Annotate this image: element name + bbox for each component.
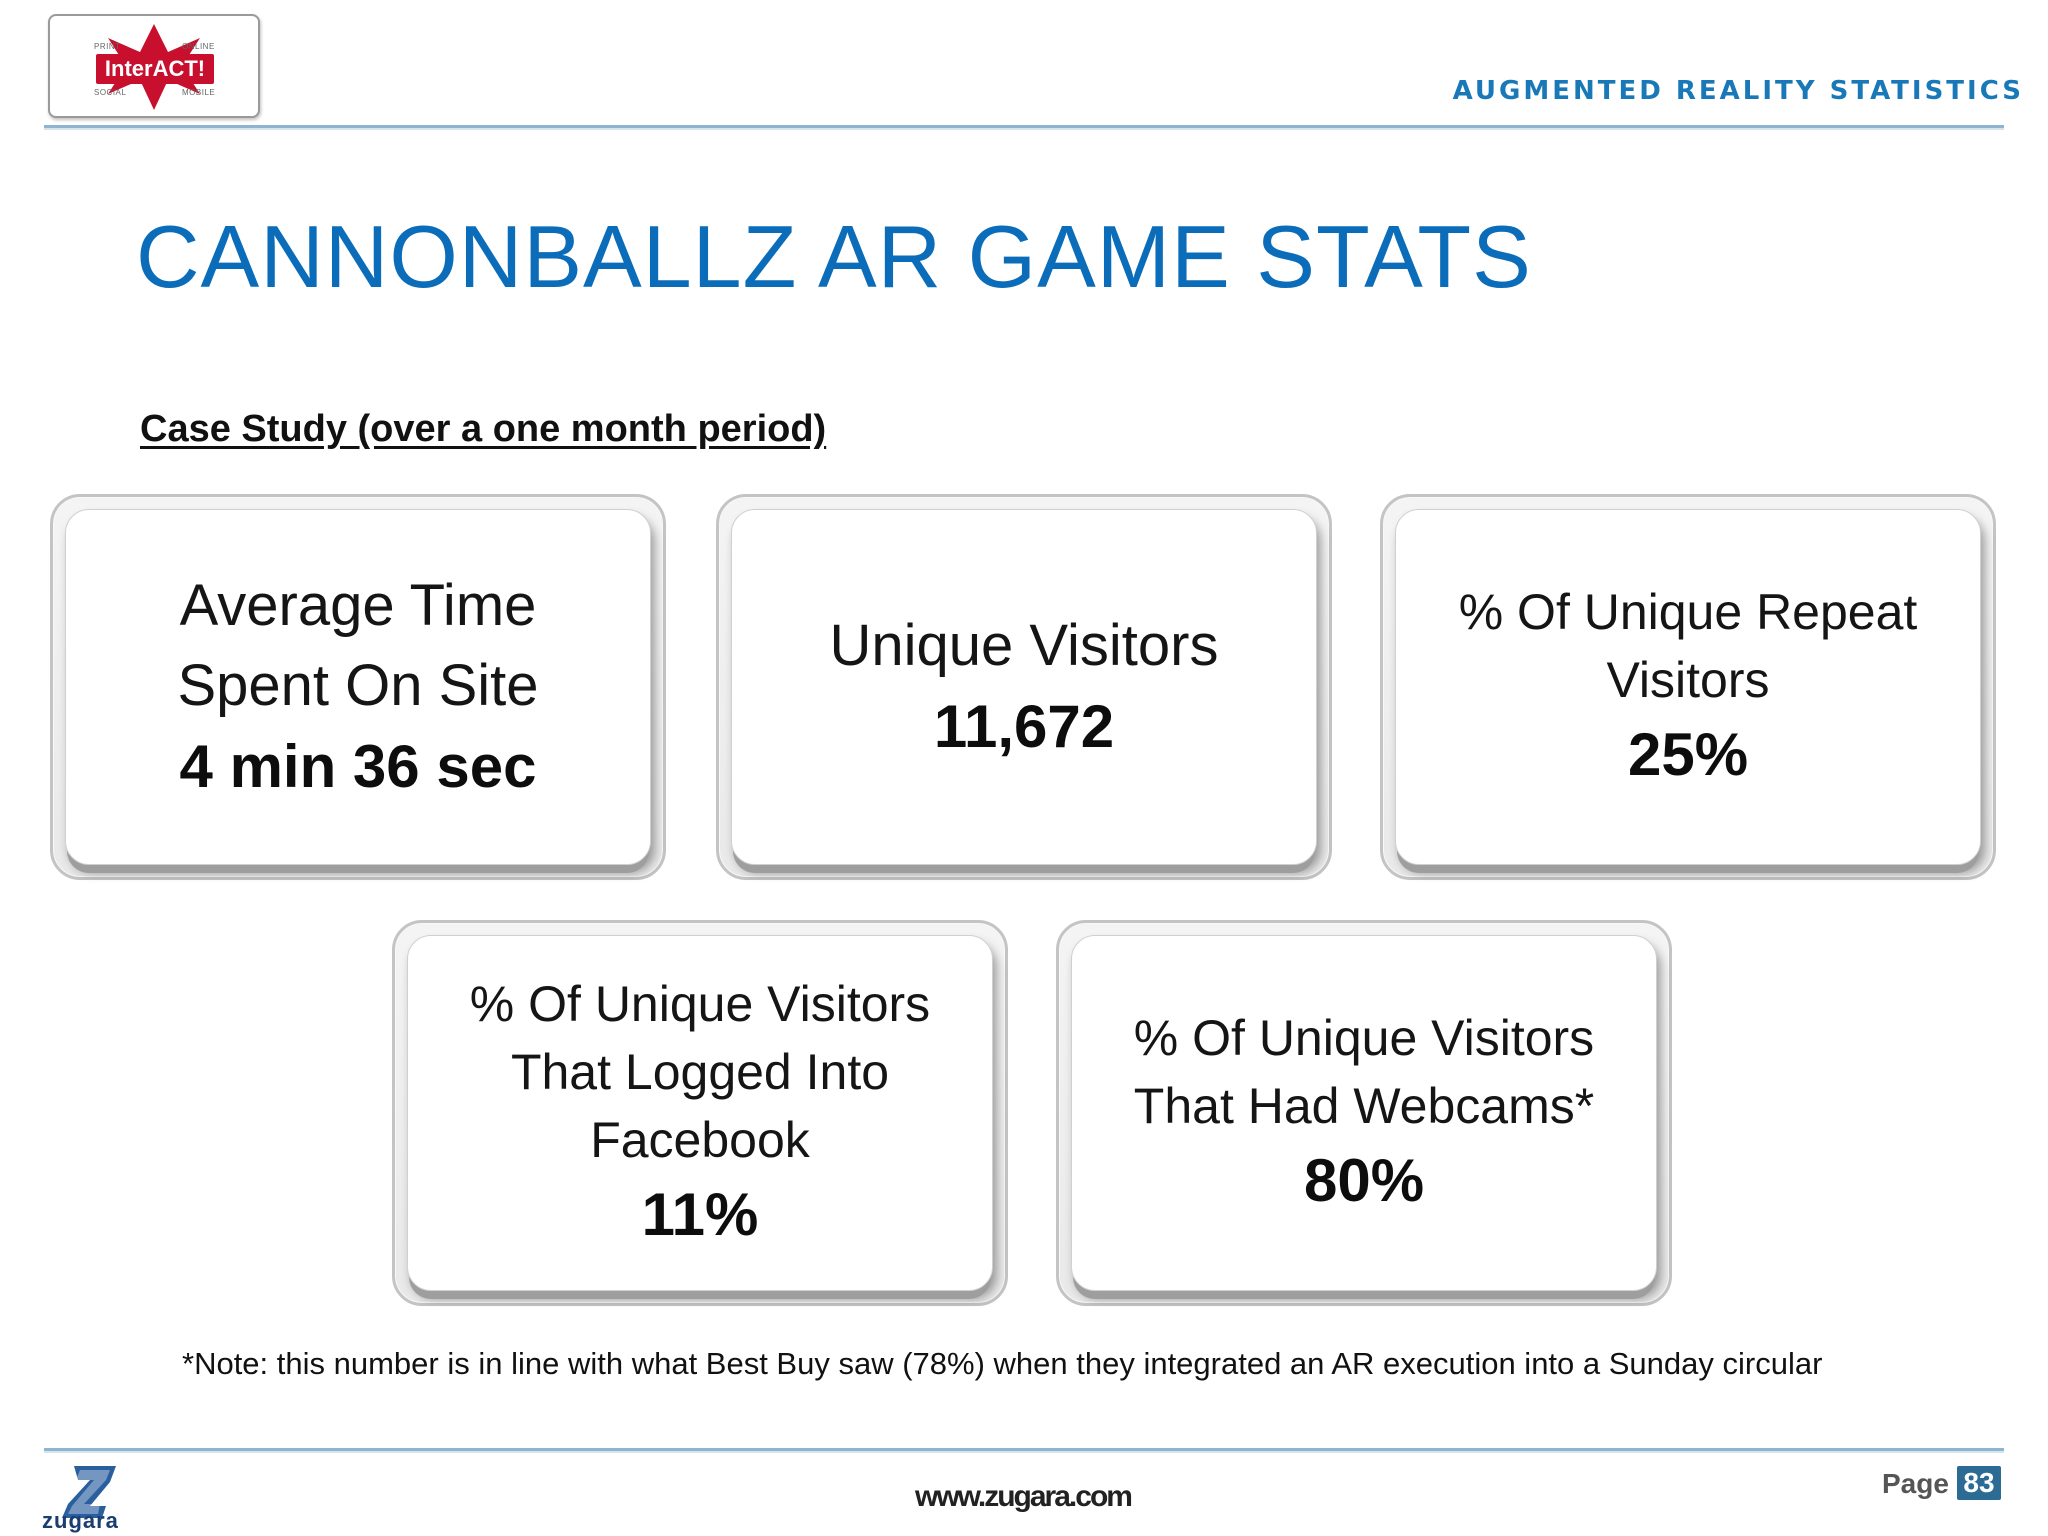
page-number-badge: 83 xyxy=(1957,1466,2001,1500)
stat-label-line: Average Time xyxy=(179,573,537,638)
zugara-logo-icon xyxy=(62,1466,116,1518)
zugara-brand-name: zugara xyxy=(42,1508,119,1533)
stat-card-webcams: % Of Unique Visitors That Had Webcams* 8… xyxy=(1056,920,1672,1306)
logo-corner-print: PRINT xyxy=(94,42,121,51)
stat-card-facebook-login: % Of Unique Visitors That Logged Into Fa… xyxy=(392,920,1008,1306)
header-divider xyxy=(44,125,2004,130)
footnote: *Note: this number is in line with what … xyxy=(182,1346,1823,1381)
stat-label-line: % Of Unique Visitors xyxy=(469,976,931,1032)
stat-value: 4 min 36 sec xyxy=(179,733,537,800)
stat-card-repeat-visitors: % Of Unique Repeat Visitors 25% xyxy=(1380,494,1996,880)
interact-logo: PRINT ONLINE InterACT! SOCIAL MOBILE xyxy=(48,14,260,118)
logo-corner-social: SOCIAL xyxy=(94,88,127,97)
stat-label-line: Facebook xyxy=(590,1112,810,1168)
stat-label-line: Visitors xyxy=(1606,652,1770,708)
case-study-subtitle: Case Study (over a one month period) xyxy=(140,408,827,450)
header-tag: AUGMENTED REALITY STATISTICS xyxy=(1452,76,2024,106)
logo-word: InterACT! xyxy=(96,54,214,84)
stat-label-line: Spent On Site xyxy=(177,653,539,718)
stat-label-line: Unique Visitors xyxy=(829,613,1219,678)
website-url[interactable]: www.zugara.com xyxy=(915,1480,1133,1513)
footer-divider xyxy=(44,1448,2004,1453)
stat-label-line: That Had Webcams* xyxy=(1133,1078,1595,1134)
stat-label-line: % Of Unique Repeat xyxy=(1458,584,1918,640)
page-title: CANNONBALLZ AR GAME STATS xyxy=(136,207,1532,306)
stat-card-average-time: Average Time Spent On Site 4 min 36 sec xyxy=(50,494,666,880)
stat-card-unique-visitors: Unique Visitors 11,672 xyxy=(716,494,1332,880)
stat-value: 11% xyxy=(641,1181,759,1248)
stat-value: 25% xyxy=(1627,721,1749,788)
page-label: Page xyxy=(1882,1468,1949,1499)
stat-label-line: That Logged Into xyxy=(510,1044,890,1100)
stat-value: 11,672 xyxy=(933,693,1115,760)
logo-corner-mobile: MOBILE xyxy=(182,88,216,97)
stat-value: 80% xyxy=(1303,1147,1425,1214)
logo-corner-online: ONLINE xyxy=(182,42,215,51)
stat-label-line: % Of Unique Visitors xyxy=(1133,1010,1595,1066)
